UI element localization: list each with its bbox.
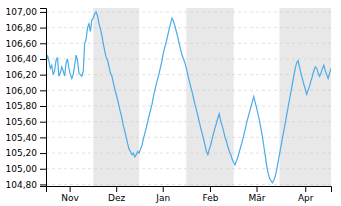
tick: Apr: [298, 186, 314, 203]
tick: 105,60: [6, 117, 47, 127]
grid-line: [46, 137, 331, 138]
grid-line: [46, 11, 331, 12]
tick-label: 107,00: [6, 7, 38, 17]
tick-mark: [40, 153, 46, 154]
grid-line: [46, 153, 331, 154]
tick: Jan: [155, 186, 170, 203]
shaded-band: [93, 8, 139, 186]
tick-mark: [40, 90, 46, 91]
tick: 105,20: [6, 148, 47, 158]
tick: 106,40: [6, 54, 47, 64]
tick-label: 106,00: [6, 86, 38, 96]
tick-mark: [40, 59, 46, 60]
x-axis: Nov Dez Jan Feb Mär Apr: [47, 186, 332, 203]
tick-mark: [40, 184, 46, 185]
x-axis-line: [47, 187, 332, 193]
tick: 105,40: [6, 133, 47, 143]
price-line: [46, 12, 331, 183]
y-axis: 104,80 105,00 105,20 105,40 105,60 105,80 106,…: [6, 7, 47, 190]
grid-line: [46, 121, 331, 122]
tick: 104,80: [6, 180, 47, 190]
tick: Dez: [108, 186, 125, 203]
shaded-band: [279, 8, 331, 186]
tick-mark: [40, 12, 46, 13]
tick-label: Dez: [108, 193, 125, 203]
tick-mark: [163, 186, 164, 192]
tick: Mär: [249, 186, 266, 203]
tick-label: Feb: [203, 193, 219, 203]
tick: 106,80: [6, 23, 47, 33]
tick-mark: [40, 137, 46, 138]
grid-line: [46, 27, 331, 28]
grid-line: [46, 43, 331, 44]
tick-mark: [40, 106, 46, 107]
tick-mark: [116, 186, 117, 192]
tick-mark: [40, 122, 46, 123]
grid-line: [46, 58, 331, 59]
tick-label: 106,20: [6, 70, 38, 80]
tick-mark: [305, 186, 306, 192]
tick-label: 105,40: [6, 133, 38, 143]
tick: 106,20: [6, 70, 47, 80]
tick: 107,00: [6, 7, 47, 17]
tick-label: 105,60: [6, 117, 38, 127]
tick-label: 106,80: [6, 23, 38, 33]
tick-mark: [40, 169, 46, 170]
grid-line: [46, 184, 331, 185]
tick: Nov: [61, 186, 79, 203]
tick: 105,00: [6, 164, 47, 174]
tick-label: Jan: [155, 193, 170, 203]
tick-mark: [257, 186, 258, 192]
tick-mark: [210, 186, 211, 192]
tick-label: 105,00: [6, 164, 38, 174]
tick: Feb: [203, 186, 219, 203]
tick-label: 105,80: [6, 101, 38, 111]
tick-mark: [40, 43, 46, 44]
tick-mark: [40, 75, 46, 76]
plot-area: [46, 8, 331, 186]
tick-label: 104,80: [6, 180, 38, 190]
grid-line: [46, 74, 331, 75]
tick-label: 106,60: [6, 39, 38, 49]
tick: 105,80: [6, 101, 47, 111]
grid-line: [46, 90, 331, 91]
chart: Nov Dez Jan Feb Mär Apr 104,80 105,00 105,20 105,…: [0, 0, 341, 206]
tick: 106,00: [6, 86, 47, 96]
tick-mark: [40, 28, 46, 29]
tick-mark: [70, 186, 71, 192]
tick-label: Nov: [61, 193, 79, 203]
tick-label: 105,20: [6, 148, 38, 158]
y-axis-line: [40, 9, 47, 187]
tick-label: Mär: [249, 193, 266, 203]
tick-label: 106,40: [6, 54, 38, 64]
tick-label: Apr: [298, 193, 314, 203]
grid-line: [46, 168, 331, 169]
tick: 106,60: [6, 39, 47, 49]
